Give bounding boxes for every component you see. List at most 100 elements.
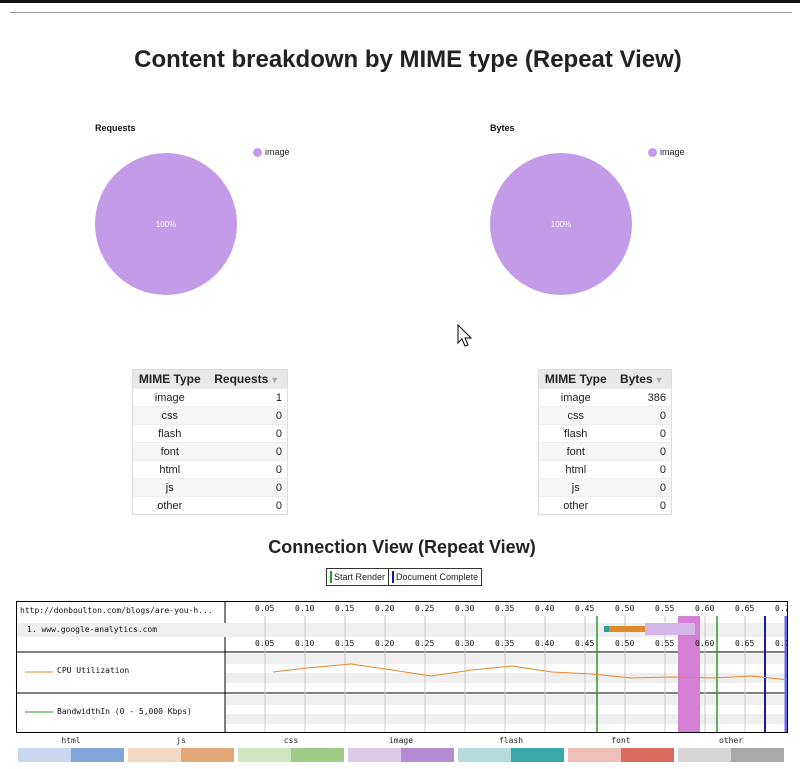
mime-type-cell: font [538,442,613,461]
bytes-legend-label: image [660,147,685,157]
mime-type-cell: css [538,406,613,425]
table-row: other 0 [132,496,288,515]
cpu-utilization-label: CPU Utilization [57,666,130,675]
waterfall-page-url: http://donboulton.com/blogs/are-you-h... [20,606,213,615]
mime-type-label: flash [498,736,524,745]
bytes-pie-slice-label: 100% [551,220,571,229]
time-tick-label: 0.35 [495,604,515,613]
page-title: Content breakdown by MIME type (Repeat V… [134,46,682,73]
sort-desc-icon: ▼ [654,375,664,385]
connection-view-title: Connection View (Repeat View) [268,537,536,557]
table-row: css 0 [538,406,672,425]
mime-type-swatch [458,748,564,762]
requests-chart-title: Requests [95,123,136,133]
value-cell: 0 [206,406,288,425]
requests-pie-slice-label: 100% [156,220,176,229]
waterfall-request-1[interactable]: 1. www.google-analytics.com [27,625,158,634]
time-tick-label: 0.65 [735,639,755,648]
mime-type-legend-font: font [568,736,674,762]
value-cell: 0 [206,424,288,443]
start-render-marker-icon [330,571,332,583]
column-header-mime-type[interactable]: MIME Type [132,369,207,389]
mime-type-legend-css: css [238,736,344,762]
table-row: html 0 [538,460,672,479]
time-tick-label: 0.60 [695,604,715,613]
time-tick-label: 0.25 [415,604,435,613]
mime-type-cell: flash [538,424,613,443]
value-cell: 0 [206,496,288,515]
mime-type-label: image [388,736,414,745]
mime-type-cell: image [538,388,613,407]
value-cell: 0 [206,442,288,461]
mime-type-cell: html [132,460,207,479]
mime-type-cell: other [538,496,613,515]
mime-type-legend-image: image [348,736,454,762]
bytes-legend: image [648,147,685,157]
sort-desc-icon: ▼ [270,375,280,385]
bytes-table: MIME Type Bytes ▼ image 386 css 0 flash 0 font 0… [538,369,672,515]
value-cell: 0 [612,496,672,515]
time-tick-label: 0.65 [735,604,755,613]
mime-type-legend: html js css image flash font other [16,736,788,766]
mime-type-swatch [18,748,124,762]
time-tick-label: 0.05 [255,604,275,613]
mime-type-legend-js: js [128,736,234,762]
value-cell: 1 [206,388,288,407]
table-row: flash 0 [538,424,672,443]
divider [10,12,792,13]
value-cell: 0 [206,460,288,479]
start-render-legend: Start Render [326,568,390,586]
time-tick-label: 0.50 [615,604,635,613]
time-tick-label: 0.7 [775,604,787,613]
table-row: css 0 [132,406,288,425]
table-row: image 386 [538,388,672,407]
value-cell: 0 [612,442,672,461]
value-cell: 0 [612,406,672,425]
mime-type-label: js [176,736,186,745]
table-row: js 0 [538,478,672,497]
mime-type-label: css [283,736,299,745]
time-tick-label: 0.15 [335,604,355,613]
document-complete-marker-icon [392,571,395,583]
mouse-cursor-icon [457,324,473,347]
table-row: font 0 [538,442,672,461]
value-cell: 0 [612,424,672,443]
mime-type-label: html [61,736,81,745]
mime-type-cell: css [132,406,207,425]
bytes-chart-title: Bytes [490,123,515,133]
mime-type-cell: js [132,478,207,497]
time-tick-label: 0.30 [455,639,475,648]
column-header-mime-type[interactable]: MIME Type [538,369,613,389]
mime-type-legend-flash: flash [458,736,564,762]
mime-type-swatch [678,748,784,762]
time-tick-label: 0.60 [695,639,715,648]
value-cell: 0 [612,478,672,497]
connection-waterfall: http://donboulton.com/blogs/are-you-h...… [16,601,788,733]
requests-legend-label: image [265,147,290,157]
table-row: image 1 [132,388,288,407]
table-row: js 0 [132,478,288,497]
column-header-bytes[interactable]: Bytes ▼ [612,369,672,389]
value-cell: 0 [206,478,288,497]
time-tick-label: 0.10 [295,604,315,613]
mime-type-legend-other: other [678,736,784,762]
requests-pie-slice-image [95,153,237,295]
mime-type-label: font [611,736,631,745]
column-header-requests[interactable]: Requests ▼ [206,369,288,389]
mime-type-cell: flash [132,424,207,443]
time-tick-label: 0.55 [655,639,675,648]
time-tick-label: 0.50 [615,639,635,648]
waterfall-graph [17,602,787,732]
time-tick-label: 0.45 [575,639,595,648]
time-tick-label: 0.10 [295,639,315,648]
mime-type-legend-html: html [18,736,124,762]
requests-table: MIME Type Requests ▼ image 1 css 0 flash 0 font… [132,369,288,515]
mime-type-label: other [718,736,744,745]
time-tick-label: 0.35 [495,639,515,648]
value-cell: 386 [612,388,672,407]
mime-type-cell: js [538,478,613,497]
time-tick-label: 0.30 [455,604,475,613]
time-tick-label: 0.25 [415,639,435,648]
mime-type-cell: font [132,442,207,461]
table-row: flash 0 [132,424,288,443]
